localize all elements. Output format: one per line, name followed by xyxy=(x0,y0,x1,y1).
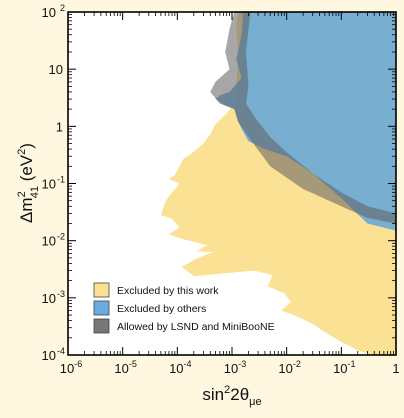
tick-label: 10-3 xyxy=(42,289,65,306)
plot-frame xyxy=(67,11,397,356)
exclusion-regions xyxy=(160,12,396,355)
tick-label: 10-2 xyxy=(278,359,300,376)
tick-label: 10-1 xyxy=(42,175,65,192)
legend-label: Excluded by others xyxy=(117,303,206,315)
legend-label: Allowed by LSND and MiniBooNE xyxy=(117,321,275,333)
y-tick-labels: 10-4 10-3 10-2 10-1 1 10 10 2 xyxy=(42,3,65,363)
svg-text:Δm241 (eV2): Δm241 (eV2) xyxy=(16,143,41,223)
legend-swatch xyxy=(93,318,110,334)
tick-label: 1 xyxy=(56,119,63,134)
tick-label: 10-6 xyxy=(60,359,82,376)
legend-swatch xyxy=(93,282,110,298)
y-axis-title: Δm241 (eV2) xyxy=(16,143,41,223)
region-excluded-others xyxy=(215,12,396,231)
tick-label: 1 xyxy=(392,361,399,376)
legend-swatch xyxy=(93,300,110,316)
tick-label: 10 xyxy=(49,62,63,77)
tick-label: 10-5 xyxy=(114,359,136,376)
tick-label: 10-3 xyxy=(224,359,246,376)
tick-label: 10-4 xyxy=(42,346,65,363)
tick-label: 10-4 xyxy=(169,359,191,376)
tick-label: 10 2 xyxy=(42,3,65,20)
region-allowed-lsnd-miniboone xyxy=(210,12,396,224)
x-axis-title: sin22θμe xyxy=(202,384,261,408)
tick-label: 10-1 xyxy=(333,359,355,376)
x-tick-labels: 10-6 10-5 10-4 10-3 10-2 10-1 1 xyxy=(60,359,400,376)
legend-label: Excluded by this work xyxy=(117,285,219,297)
tick-label: 10-2 xyxy=(42,232,65,249)
legend: Excluded by this work Excluded by others A… xyxy=(93,282,275,334)
